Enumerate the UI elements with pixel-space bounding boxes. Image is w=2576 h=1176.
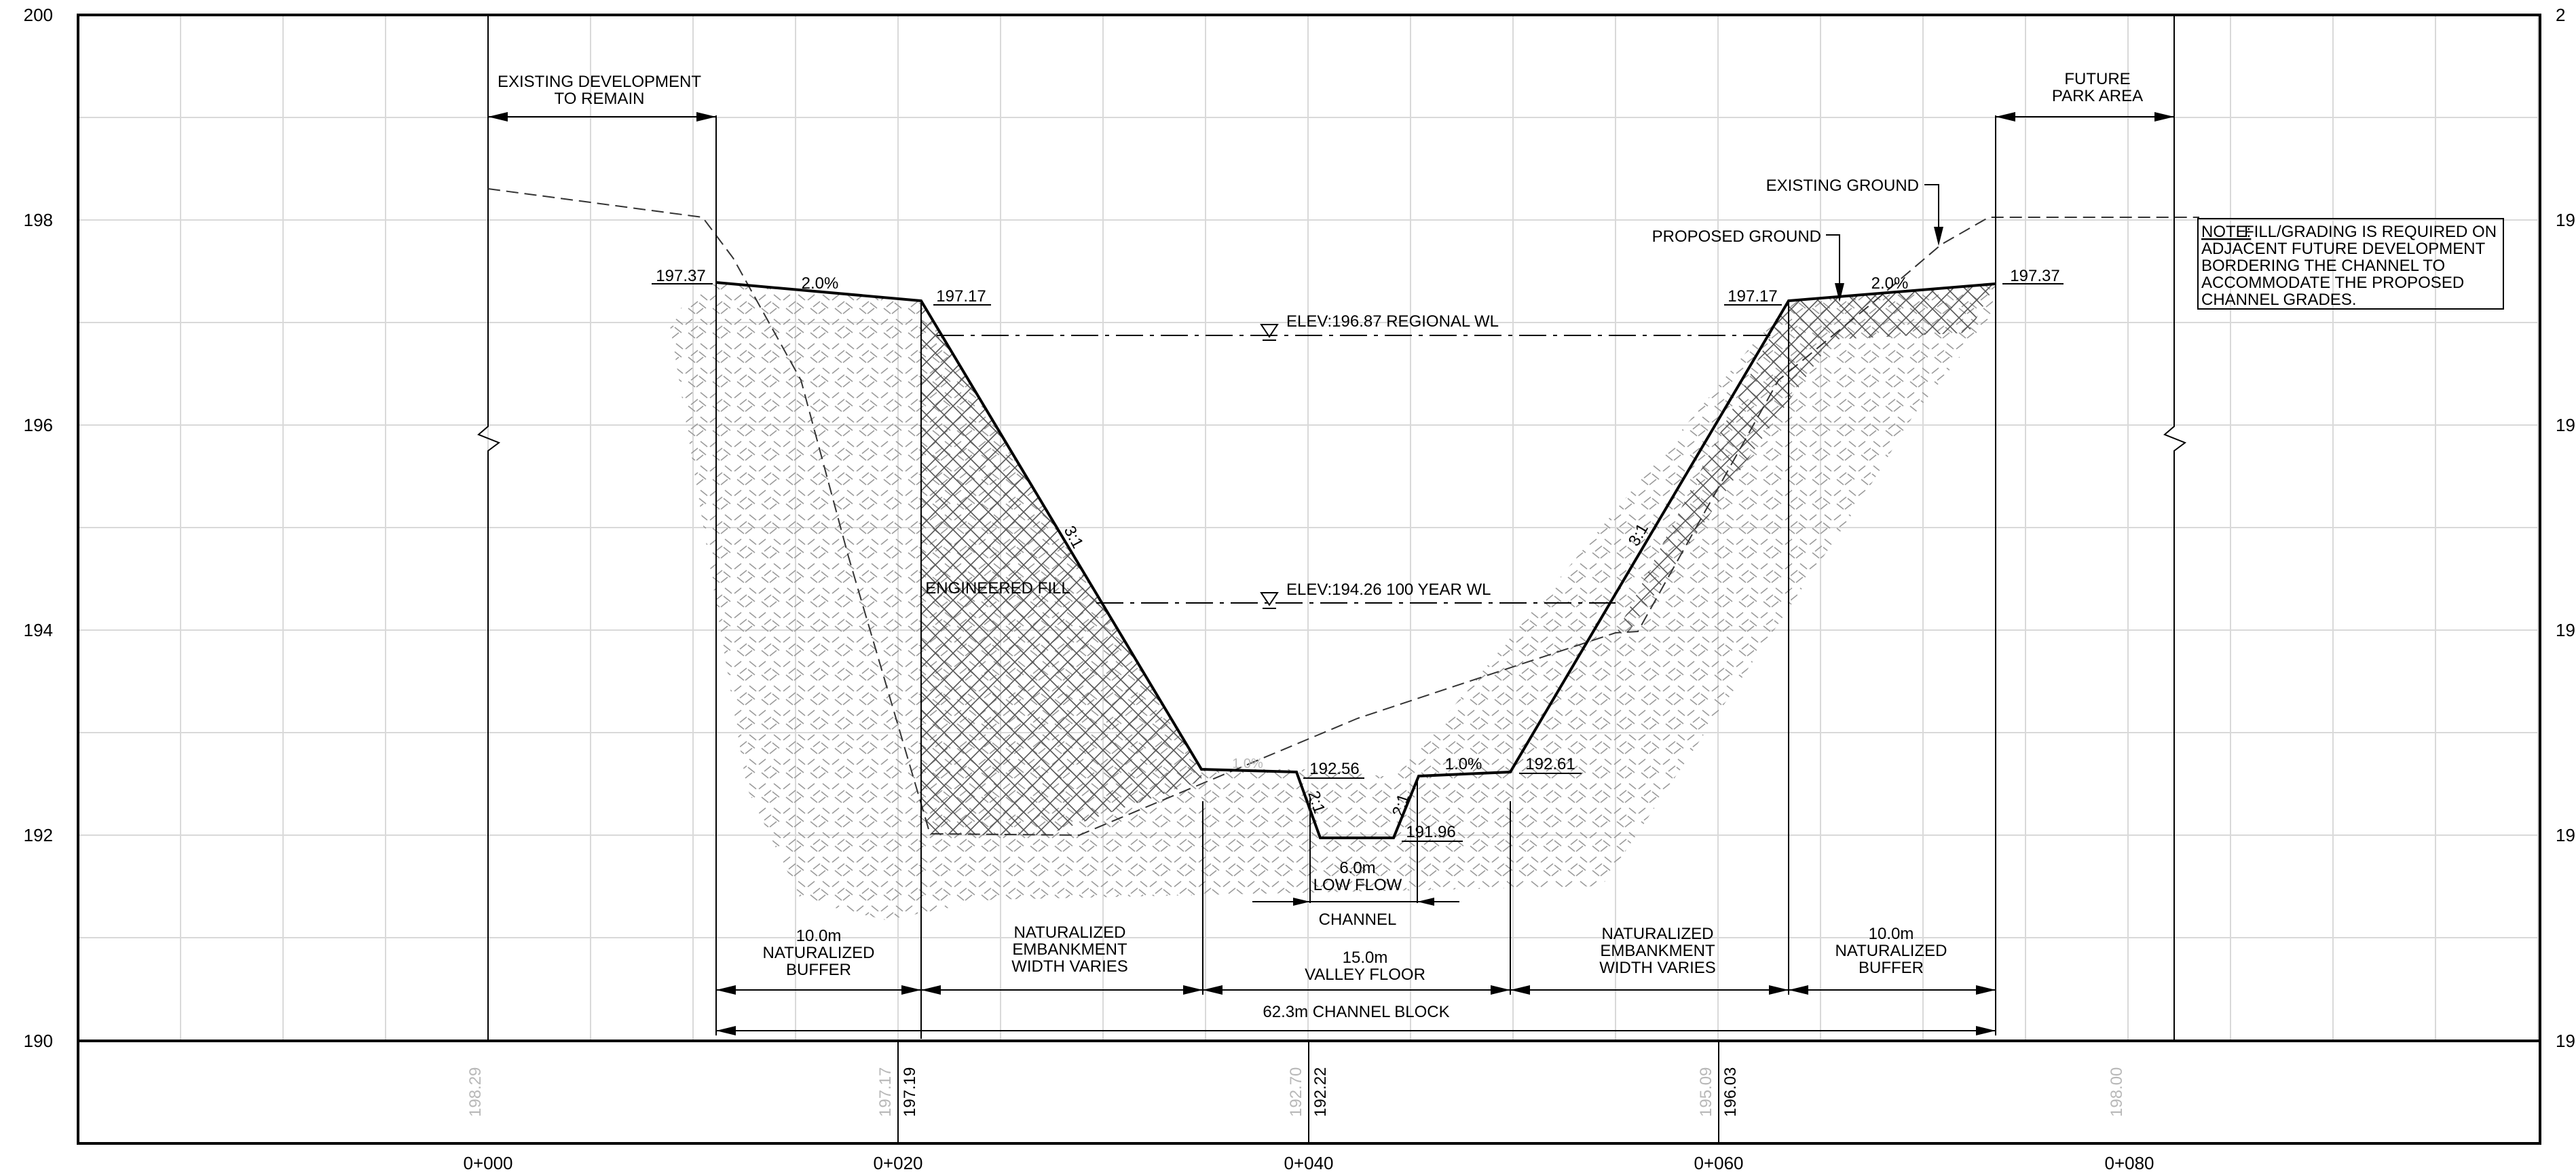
axis-label-194: 194: [24, 620, 53, 640]
hundred-year-water-level: ELEV:194.26 100 YEAR WL: [1096, 581, 1616, 608]
valley-floor-width: 15.0m: [1343, 949, 1388, 967]
note-line: CHANNEL GRADES.: [2201, 291, 2357, 309]
svg-text:CHANNEL: CHANNEL: [1319, 911, 1397, 929]
left-slope: 2.0%: [802, 274, 839, 293]
note-line: BORDERING THE CHANNEL TO: [2201, 257, 2445, 275]
lowflow-invert: 191.96: [1406, 823, 1455, 841]
svg-text:VALLEY FLOOR: VALLEY FLOOR: [1305, 966, 1425, 984]
axis-label-right-196: 19: [2556, 415, 2575, 435]
left-crest-elevation: 197.17: [936, 287, 986, 306]
axis-label-right-198: 19: [2556, 210, 2575, 230]
right-embankment-width: NATURALIZED: [1602, 925, 1714, 943]
note-line: FILL/GRADING IS REQUIRED ON: [2244, 223, 2497, 241]
axis-label-192: 192: [24, 825, 53, 845]
svg-text:NATURALIZED: NATURALIZED: [1835, 942, 1947, 960]
svg-text:WIDTH VARIES: WIDTH VARIES: [1599, 959, 1716, 977]
svg-text:NATURALIZED: NATURALIZED: [763, 944, 875, 962]
existing-development-callout: EXISTING DEVELOPMENT TO REMAIN: [488, 73, 716, 122]
svg-text:FUTURE: FUTURE: [2064, 70, 2130, 88]
channel-block-width: 62.3m CHANNEL BLOCK: [1263, 1003, 1449, 1021]
station-label: 0+080: [2104, 1153, 2154, 1173]
axis-label-196: 196: [24, 415, 53, 435]
right-crest-elevation: 197.17: [1728, 287, 1777, 306]
note-line: ADJACENT FUTURE DEVELOPMENT: [2201, 240, 2486, 258]
left-embankment-width: NATURALIZED: [1014, 923, 1126, 942]
svg-text:EMBANKMENT: EMBANKMENT: [1600, 942, 1715, 960]
svg-text:TO REMAIN: TO REMAIN: [555, 90, 645, 108]
axis-label-right-200: 2: [2556, 5, 2565, 25]
station-label: 0+000: [463, 1153, 512, 1173]
left-top-elevation: 197.37: [656, 267, 705, 285]
station-axis: 0+000 0+020 0+040 0+060 0+080: [463, 1153, 2154, 1173]
width-dimensions: 10.0m NATURALIZED BUFFER NATURALIZED EMB…: [716, 923, 1996, 1035]
proposed-elevation: 196.03: [1721, 1067, 1740, 1117]
proposed-elevation: 197.19: [901, 1067, 919, 1117]
svg-text:WIDTH VARIES: WIDTH VARIES: [1011, 957, 1128, 976]
elevation-axis-left: 200 198 196 194 192 190: [24, 5, 53, 1051]
svg-text:EMBANKMENT: EMBANKMENT: [1012, 940, 1127, 959]
existing-elevation: 195.09: [1697, 1067, 1715, 1117]
floor-right-elevation: 192.61: [1525, 755, 1575, 773]
station-label: 0+040: [1284, 1153, 1333, 1173]
regional-water-level: ELEV:196.87 REGIONAL WL: [937, 312, 1772, 340]
svg-text:ELEV:194.26 100 YEAR WL: ELEV:194.26 100 YEAR WL: [1286, 581, 1491, 599]
right-top-elevation: 197.37: [2010, 267, 2059, 285]
svg-text:BUFFER: BUFFER: [786, 961, 851, 979]
engineered-fill-label: ENGINEERED FILL: [925, 579, 1070, 598]
floor-left-elevation: 192.56: [1309, 760, 1359, 778]
existing-elevation: 197.17: [876, 1067, 895, 1117]
svg-text:EXISTING GROUND: EXISTING GROUND: [1766, 177, 1919, 195]
station-label: 0+020: [873, 1153, 922, 1173]
svg-text:PROPOSED GROUND: PROPOSED GROUND: [1652, 227, 1821, 246]
axis-label-right-190: 19: [2556, 1031, 2575, 1051]
svg-text:BUFFER: BUFFER: [1859, 959, 1924, 977]
existing-elevation: 198.29: [466, 1067, 485, 1117]
axis-label-right-194: 19: [2556, 620, 2575, 640]
elevation-row: 198.29 197.17 192.70 195.09 198.00 197.1…: [466, 1041, 2126, 1143]
engineered-fill-zone: [921, 301, 1201, 835]
elevation-axis-right: 2 19 19 19 19 19: [2556, 5, 2575, 1051]
svg-text:LOW FLOW: LOW FLOW: [1313, 876, 1402, 894]
future-park-callout: FUTURE PARK AREA: [1996, 70, 2174, 122]
floor-slope-right: 1.0%: [1445, 755, 1482, 773]
right-slope: 2.0%: [1871, 274, 1909, 293]
svg-text:6.0m: 6.0m: [1339, 859, 1375, 877]
axis-label-190: 190: [24, 1031, 53, 1051]
svg-text:PARK AREA: PARK AREA: [2052, 87, 2143, 105]
floor-slope-left: 1.0%: [1232, 756, 1263, 771]
right-buffer-width: 10.0m: [1869, 925, 1914, 943]
existing-elevation: 198.00: [2108, 1067, 2126, 1117]
axis-label-200: 200: [24, 5, 53, 25]
proposed-elevation: 192.22: [1311, 1067, 1330, 1117]
note-line: ACCOMMODATE THE PROPOSED: [2201, 274, 2464, 292]
station-label: 0+060: [1694, 1153, 1743, 1173]
existing-elevation: 192.70: [1287, 1067, 1305, 1117]
svg-text:EXISTING DEVELOPMENT: EXISTING DEVELOPMENT: [498, 73, 701, 91]
left-buffer-width: 10.0m: [796, 927, 842, 945]
note-box: NOTE: FILL/GRADING IS REQUIRED ON ADJACE…: [2198, 219, 2503, 309]
axis-label-198: 198: [24, 210, 53, 230]
svg-text:ELEV:196.87 REGIONAL WL: ELEV:196.87 REGIONAL WL: [1286, 312, 1499, 331]
axis-label-right-192: 19: [2556, 825, 2575, 845]
